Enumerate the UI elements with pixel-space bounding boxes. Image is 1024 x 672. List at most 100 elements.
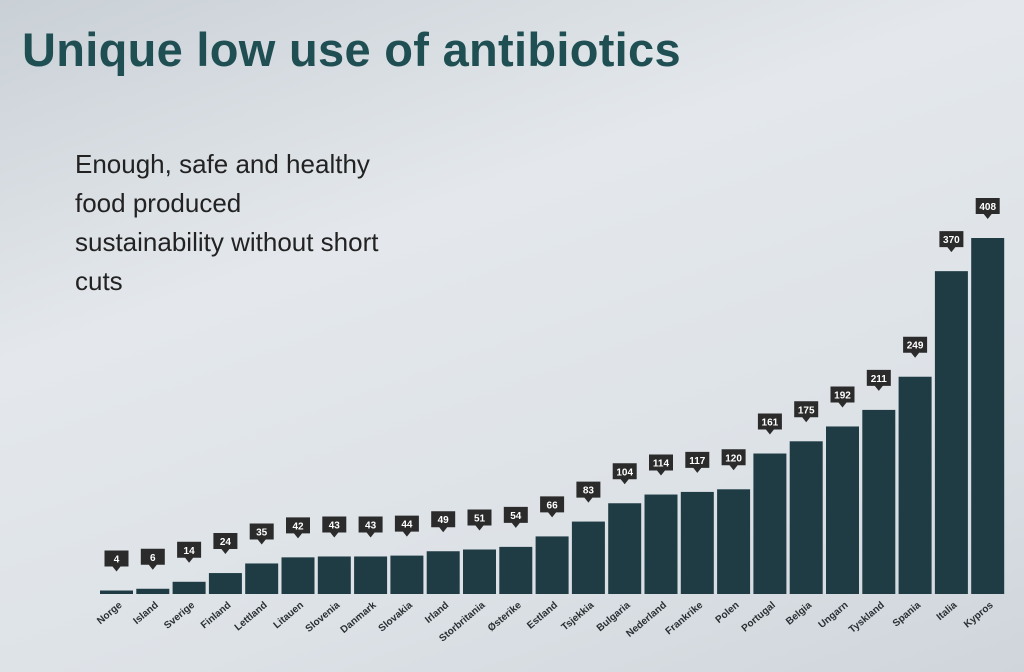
slide-subtitle: Enough, safe and healthy food produced s… — [75, 145, 495, 301]
bar-norge — [100, 590, 133, 594]
category-label: Portugal — [740, 600, 778, 635]
category-label: Tsjekkia — [560, 600, 597, 634]
category-label: Polen — [714, 600, 742, 626]
bar-bulgaria — [608, 503, 642, 594]
value-callout — [177, 541, 202, 563]
value-callout — [213, 533, 238, 555]
bar-kypros — [971, 238, 1005, 594]
value-label: 49 — [438, 515, 450, 526]
category-label: Irland — [423, 600, 451, 626]
value-callout — [649, 454, 673, 476]
value-callout — [794, 401, 819, 423]
bar-belgia — [789, 441, 823, 594]
value-label: 43 — [365, 520, 377, 531]
subtitle-line: cuts — [75, 266, 123, 296]
value-callout — [358, 516, 383, 538]
value-label: 43 — [329, 520, 341, 531]
value-callout — [612, 463, 637, 485]
value-label: 24 — [220, 537, 232, 548]
value-label: 83 — [583, 486, 595, 497]
value-callout — [939, 231, 964, 253]
bar-portugal — [753, 453, 787, 594]
bar-estland — [535, 536, 569, 594]
slide-title: Unique low use of antibiotics — [22, 23, 681, 76]
value-callout — [394, 515, 419, 537]
bar-danmark — [354, 556, 388, 594]
value-callout — [104, 550, 129, 572]
category-label: Spania — [891, 600, 924, 630]
value-label: 66 — [547, 500, 559, 511]
subtitle-line: food produced — [75, 188, 242, 218]
value-label: 192 — [834, 390, 851, 401]
value-callout — [540, 496, 565, 518]
value-label: 249 — [907, 341, 924, 352]
value-label: 14 — [184, 546, 196, 557]
value-callout — [866, 369, 891, 391]
bar-sverige — [172, 581, 206, 594]
category-label: Island — [132, 600, 161, 627]
bar-lettland — [245, 563, 279, 594]
value-label: 104 — [616, 467, 633, 478]
value-callout — [503, 506, 528, 528]
category-label: Belgia — [784, 600, 814, 628]
value-callout — [140, 548, 165, 570]
bar-ungarn — [826, 426, 859, 594]
value-callout — [322, 516, 347, 538]
category-label: Ungarn — [817, 600, 851, 631]
bar-tyskland — [862, 409, 896, 594]
category-label: Kypros — [962, 600, 996, 631]
value-callout — [975, 198, 1000, 219]
value-label: 161 — [762, 418, 779, 429]
category-label: Finland — [199, 600, 233, 631]
value-callout — [685, 451, 710, 473]
subtitle-line: Enough, safe and healthy — [75, 149, 370, 179]
value-callout — [757, 413, 782, 435]
value-callout — [467, 509, 492, 531]
value-label: 44 — [401, 520, 413, 531]
category-label: Tyskland — [847, 600, 887, 636]
value-label: 114 — [653, 459, 670, 470]
value-callout — [830, 386, 855, 408]
bar-nederland — [644, 494, 678, 594]
value-callout — [576, 481, 601, 503]
category-label: Frankrike — [664, 600, 706, 638]
category-label: Slovenia — [304, 600, 343, 635]
value-callout — [721, 449, 746, 471]
bar-spania — [898, 376, 932, 594]
value-label: 211 — [871, 374, 888, 385]
bar-frankrike — [680, 491, 714, 594]
bar-østerike — [499, 546, 533, 594]
value-label: 51 — [474, 514, 486, 525]
category-label: Norge — [95, 600, 125, 627]
bar-tsjekkia — [571, 521, 605, 594]
bar-irland — [426, 551, 460, 594]
value-label: 4 — [114, 555, 120, 566]
value-label: 42 — [292, 521, 304, 532]
bar-litauen — [281, 557, 315, 594]
value-label: 120 — [725, 453, 742, 464]
value-callout — [286, 517, 310, 539]
value-label: 175 — [798, 405, 815, 416]
value-label: 408 — [979, 202, 996, 213]
value-callout — [431, 511, 456, 533]
category-label: Østerike — [486, 600, 524, 634]
bar-slovenia — [317, 556, 351, 594]
category-label: Nederland — [624, 600, 669, 640]
value-label: 6 — [150, 553, 156, 564]
subtitle-line: sustainability without short — [75, 227, 379, 257]
bar-storbritania — [463, 549, 496, 594]
bar-finland — [208, 573, 242, 594]
value-callout — [249, 523, 274, 545]
category-label: Sverige — [162, 600, 197, 632]
value-label: 370 — [943, 235, 960, 246]
category-label: Lettland — [233, 600, 270, 633]
category-label: Estland — [525, 600, 560, 632]
category-label: Danmark — [339, 600, 379, 636]
value-label: 117 — [689, 456, 706, 467]
bar-island — [136, 588, 170, 594]
value-callout — [903, 336, 928, 358]
bar-polen — [717, 489, 751, 594]
category-label: Litauen — [272, 600, 306, 631]
bar-italia — [934, 271, 968, 594]
